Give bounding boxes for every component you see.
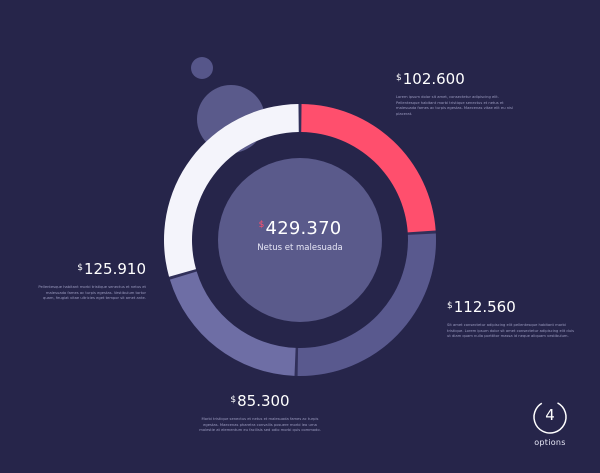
slice-block-85300: $85.300 Morbi tristique senectus et netu… <box>199 394 321 434</box>
decorative-dot-small <box>191 57 213 79</box>
slice-value: $102.600 <box>396 72 519 87</box>
options-ring-wrap: 4 <box>531 398 569 436</box>
pie-slice-85300 <box>169 271 296 376</box>
slice-value: $112.560 <box>447 300 575 315</box>
slice-description: Pellentesque habitant morbi tristique se… <box>38 285 146 301</box>
slice-description: Lorem ipsum dolor sit amet, consectetur … <box>396 95 514 116</box>
slice-block-102600: $102.600 Lorem ipsum dolor sit amet, con… <box>396 72 519 118</box>
pie-slice-102600 <box>301 104 436 233</box>
slice-block-125910: $125.910 Pellentesque habitant morbi tri… <box>34 262 146 302</box>
slice-currency: $ <box>77 263 83 273</box>
center-summary: $429.370 Netus et malesuada <box>220 218 380 253</box>
center-circle <box>218 158 382 322</box>
slice-amount: 85.300 <box>237 392 290 410</box>
options-count: 4 <box>545 406 555 424</box>
slice-currency: $ <box>230 395 237 405</box>
slice-amount: 102.600 <box>402 70 465 88</box>
options-ring-icon <box>533 400 567 434</box>
slice-amount: 112.560 <box>453 298 516 316</box>
slice-currency: $ <box>396 73 402 83</box>
options-badge: 4 options <box>530 398 570 447</box>
slice-description: Sit amet consectetur adipiscing elit pel… <box>447 323 575 339</box>
slice-description: Morbi tristique senectus et netus et mal… <box>199 417 321 433</box>
pie-slice-112560 <box>297 233 437 377</box>
total-amount: 429.370 <box>265 218 342 239</box>
options-label: options <box>534 438 566 447</box>
total-value: $429.370 <box>220 218 380 239</box>
slice-currency: $ <box>447 301 453 311</box>
slice-value: $85.300 <box>199 394 321 409</box>
slice-value: $125.910 <box>34 262 146 277</box>
slice-group <box>164 104 437 377</box>
total-label: Netus et malesuada <box>257 243 343 253</box>
currency-symbol: $ <box>258 220 265 230</box>
pie-slice-125910 <box>164 104 299 277</box>
slice-block-112560: $112.560 Sit amet consectetur adipiscing… <box>447 300 575 340</box>
slice-amount: 125.910 <box>83 260 146 278</box>
